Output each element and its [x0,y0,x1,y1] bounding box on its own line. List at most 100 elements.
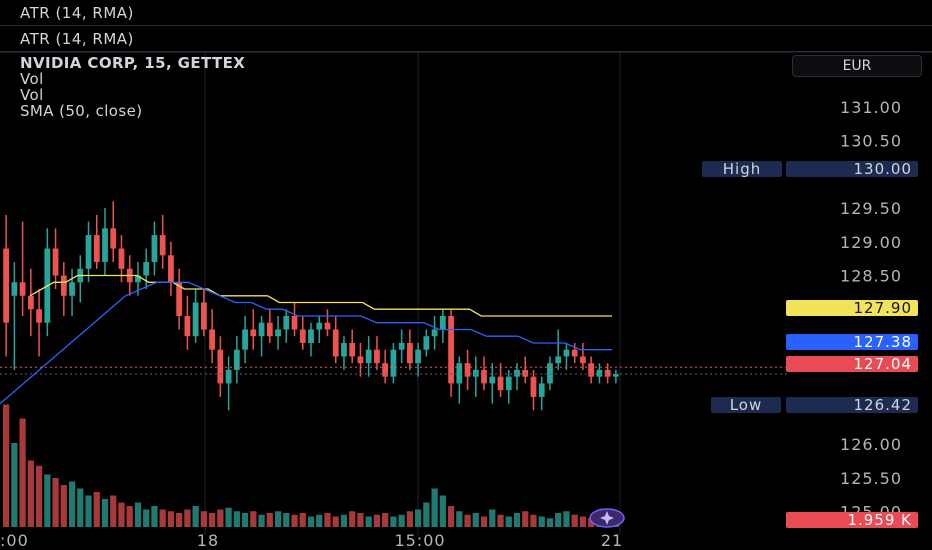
sma-50-line [29,274,612,317]
candle-body [308,329,314,343]
candle-body [299,329,306,343]
candle-body [258,322,265,337]
volume-bar [60,485,67,527]
volume-bar [489,509,496,527]
high-value-badge-bg [786,161,918,177]
candle-body [225,369,232,384]
atr-indicator-row-1[interactable]: ATR (14, RMA) [0,0,932,26]
volume-bar [439,495,446,527]
volume-bar [299,513,306,527]
candle-body [93,235,100,263]
y-tick-label: 130.50 [840,132,902,151]
y-tick-label: 131.00 [840,98,902,117]
candle-body [489,376,496,384]
volume-legend-1[interactable]: Vol [20,70,44,88]
volume-bar [200,511,207,527]
candle-body [3,248,10,323]
volume-legend-2[interactable]: Vol [20,86,44,104]
y-tick-label: 125.50 [840,469,902,488]
volume-bar [571,514,578,527]
candle-body [514,369,520,377]
volume-bar [217,509,224,527]
candle-body [538,383,545,397]
candle-body [423,336,430,350]
candle-body [135,275,141,283]
volume-bar [415,509,422,527]
symbol-title[interactable]: NVIDIA CORP, 15, GETTEX [20,54,246,72]
candle-body [102,228,108,263]
candle-body [27,295,34,310]
y-tick-label: 129.50 [840,199,902,218]
candle-body [192,302,199,337]
volume-bar [184,509,191,527]
candle-body [217,349,224,384]
candle-body [357,356,364,364]
volume-bar [110,495,117,527]
volume-bar [209,513,216,527]
atr-indicator-label-1: ATR (14, RMA) [20,4,134,22]
candle-body [60,275,67,296]
candle-body [176,282,183,316]
y-tick-label: 126.00 [840,435,902,454]
candle-body [36,309,42,323]
volume-bar [151,506,158,527]
volume-bar [340,514,348,527]
sparkle-icon [600,511,614,525]
high-label-badge: High [723,160,761,178]
candle-body [242,329,248,350]
candle-body [505,376,512,391]
volume-bar [233,511,240,527]
volume-bar [19,418,26,527]
volume-bar [85,495,92,527]
volume-bar [241,513,249,527]
volume-bar [579,516,587,527]
sma-legend[interactable]: SMA (50, close) [20,102,143,120]
y-tick-label: 128.50 [840,267,902,286]
candle-body [612,373,619,377]
volume-bar [324,513,331,527]
candle-body [184,315,191,337]
volume-bar [11,443,18,527]
candle-body [555,356,562,364]
candle-body [250,329,257,337]
ma-value-badge: 127.38 [854,333,913,351]
candle-body [324,322,331,330]
volume-bar [274,511,282,527]
volume-bar [555,513,562,527]
blue-ma-line [0,281,612,405]
x-tick-label: 18 [197,531,219,550]
candle-body [596,369,603,377]
candle-body [266,322,273,337]
volume-bar [563,511,570,527]
volume-bar [398,514,405,527]
candle-body [604,369,611,377]
volume-bar [538,516,545,527]
volume-bar [101,499,109,527]
candle-body [448,315,454,384]
volume-bar [307,516,315,527]
candle-body [110,228,117,249]
volume-bar [423,502,430,527]
currency-button[interactable]: EUR [792,55,922,77]
volume-bar [77,488,84,527]
volume-value-badge: 1.959 K [847,511,912,529]
candle-body [200,302,207,330]
candle-body [332,329,339,357]
volume-bar [431,488,438,527]
volume-bar [35,465,43,527]
volume-bar [472,513,479,527]
volume-bar [134,502,142,527]
candle-body [168,255,174,283]
y-tick-label: 129.00 [840,233,902,252]
last-price-badge: 127.04 [854,355,913,373]
candle-body [19,282,26,296]
candle-body [481,369,487,384]
volume-bar [513,513,521,527]
volume-bar [390,516,397,527]
x-tick-label: :00 [0,531,29,550]
candle-body [580,356,586,364]
atr-indicator-row-2[interactable]: ATR (14, RMA) [0,26,932,52]
candle-body [275,329,281,337]
volume-bar [546,518,554,527]
